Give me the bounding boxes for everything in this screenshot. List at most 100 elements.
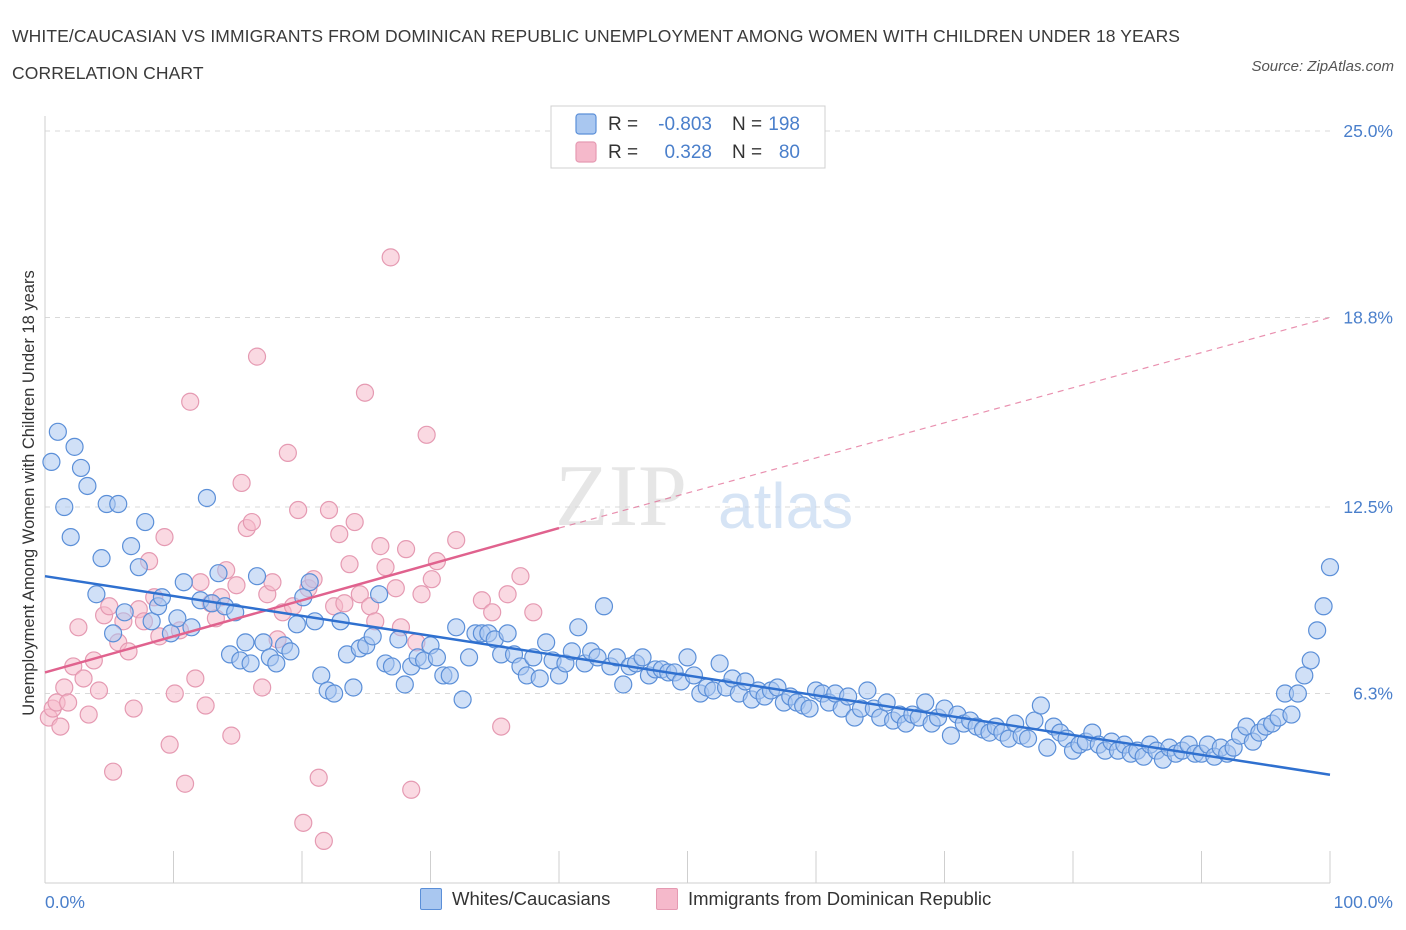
blue-point-90 [614, 675, 633, 694]
pink-point-37 [222, 726, 241, 745]
pink-point-3 [51, 717, 70, 736]
blue-point-54 [382, 657, 402, 676]
blue-point-77 [530, 669, 549, 688]
bottom-legend-label-whites: Whites/Caucasians [452, 888, 611, 909]
pink-point-25 [160, 735, 179, 754]
legend-n-value-2: 80 [779, 142, 800, 163]
pink-point-50 [289, 500, 308, 520]
blue-point-10 [104, 624, 123, 643]
pink-point-71 [396, 540, 416, 559]
blue-point-128 [858, 681, 877, 700]
blue-point-12 [115, 603, 134, 622]
pink-point-13 [100, 597, 119, 616]
blue-point-89 [607, 648, 626, 667]
blue-point-24 [197, 488, 217, 508]
blue-point-15 [136, 512, 155, 532]
blue-point-196 [1295, 666, 1314, 685]
pink-point-82 [498, 585, 517, 604]
legend-r-value-1: -0.803 [658, 114, 712, 135]
pink-trend-extension [558, 316, 1331, 529]
bottom-legend-swatch-blue [420, 888, 442, 910]
blue-point-18 [152, 588, 172, 607]
pink-point-9 [79, 705, 98, 724]
blue-point-72 [498, 624, 517, 643]
blue-point-141 [941, 726, 961, 745]
blue-point-42 [305, 612, 324, 631]
pink-point-4 [55, 678, 74, 697]
pink-point-8 [74, 669, 93, 688]
blue-point-2 [55, 497, 74, 517]
pink-point-62 [350, 585, 369, 604]
bottom-legend-swatch-pink [656, 888, 678, 910]
blue-point-34 [254, 633, 273, 652]
blue-point-66 [459, 648, 479, 667]
blue-point-82 [562, 642, 581, 661]
legend-r-label-1: R = [608, 114, 638, 135]
pink-point-61 [345, 512, 364, 532]
blue-point-65 [453, 690, 472, 709]
pink-point-56 [319, 500, 339, 520]
x-tick-label-0: 0.0% [45, 892, 85, 912]
pink-point-67 [376, 558, 395, 577]
pink-point-41 [242, 512, 261, 532]
pink-point-28 [175, 774, 195, 793]
watermark-atlas: atlas [718, 470, 853, 542]
pink-point-58 [330, 524, 349, 544]
pink-point-74 [412, 585, 431, 604]
pink-point-80 [483, 603, 502, 622]
pink-point-75 [417, 425, 436, 444]
pink-point-24 [155, 527, 174, 547]
blue-point-64 [447, 618, 466, 637]
blue-point-43 [312, 666, 331, 685]
pink-point-76 [422, 570, 441, 589]
blue-point-36 [267, 654, 286, 673]
blue-point-105 [710, 654, 729, 673]
blue-point-83 [569, 618, 588, 637]
legend-r-label-2: R = [608, 142, 638, 163]
blue-point-100 [678, 648, 697, 667]
blue-point-5 [71, 458, 91, 478]
blue-point-51 [363, 627, 382, 646]
blue-point-125 [839, 687, 858, 706]
blue-point-137 [916, 693, 935, 712]
pink-point-42 [247, 347, 267, 366]
blue-point-194 [1282, 705, 1301, 724]
pink-point-26 [165, 684, 184, 703]
pink-point-38 [227, 576, 246, 595]
pink-point-45 [263, 573, 282, 592]
axes [44, 116, 1331, 884]
legend: R = -0.803 N = 198 R = 0.328 N = 80 [550, 105, 826, 169]
legend-r-value-2: 0.328 [664, 142, 712, 163]
legend-n-label-2: N = [732, 142, 762, 163]
blue-point-13 [121, 537, 141, 556]
pink-point-14 [104, 762, 123, 781]
blue-point-26 [209, 564, 228, 583]
blue-point-195 [1288, 684, 1307, 703]
blue-series [42, 422, 1340, 769]
blue-point-154 [1025, 711, 1044, 730]
y-tick-label-3: 25.0% [1343, 121, 1393, 141]
blue-point-131 [877, 693, 896, 712]
blue-point-3 [61, 527, 80, 547]
bottom-legend-item-whites: Whites/Caucasians [420, 888, 610, 910]
legend-frame [550, 105, 826, 169]
blue-point-119 [800, 699, 819, 718]
blue-point-39 [287, 615, 306, 634]
blue-point-20 [168, 609, 187, 628]
blue-point-61 [427, 648, 447, 667]
chart-title: WHITE/CAUCASIAN VS IMMIGRANTS FROM DOMIN… [12, 26, 1181, 83]
legend-swatch-blue [575, 113, 597, 135]
pink-point-32 [196, 696, 215, 715]
y-tick-label-2: 18.8% [1343, 308, 1393, 328]
blue-point-199 [1314, 597, 1333, 616]
blue-point-197 [1301, 651, 1320, 670]
pink-point-72 [402, 780, 421, 799]
blue-point-0 [42, 452, 61, 472]
pink-point-18 [124, 699, 143, 718]
blue-point-32 [241, 654, 260, 673]
blue-point-41 [300, 573, 319, 592]
trend-lines [44, 316, 1331, 776]
blue-point-63 [440, 666, 459, 685]
blue-point-93 [633, 648, 652, 667]
blue-point-7 [87, 585, 106, 604]
